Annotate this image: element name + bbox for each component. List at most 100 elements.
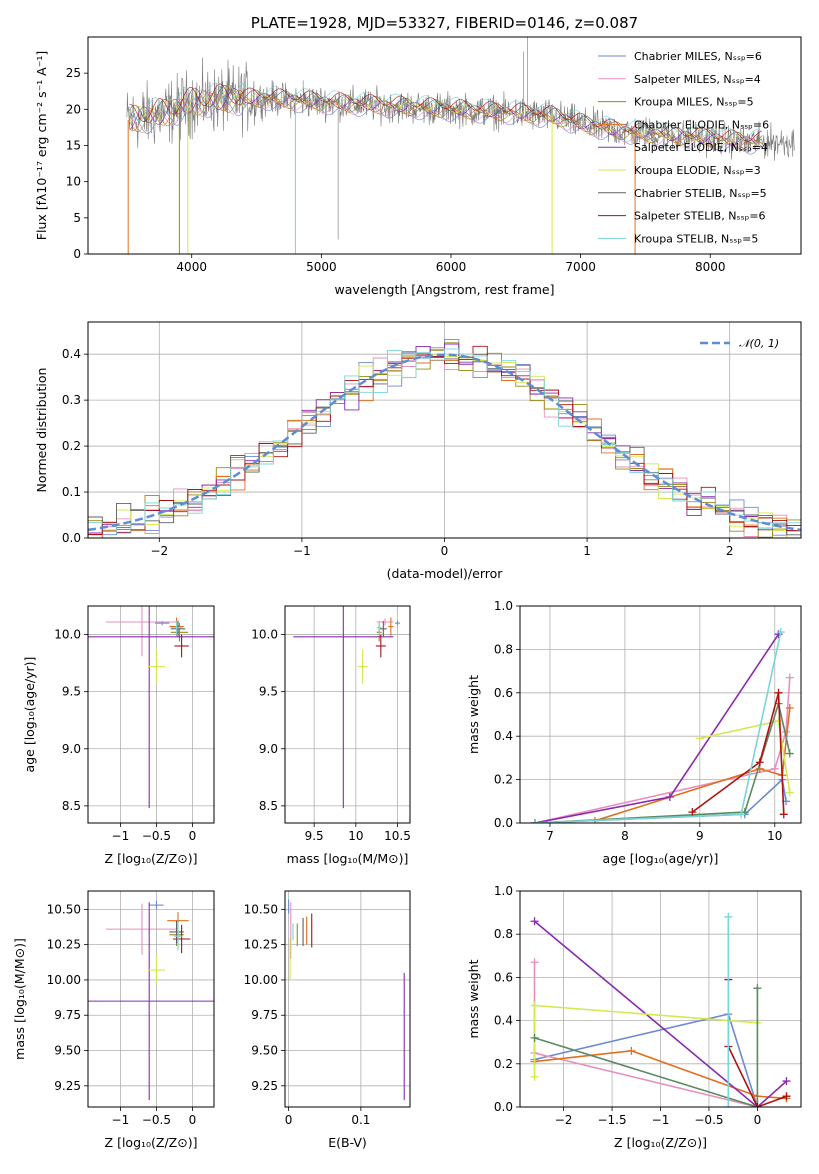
y-axis-label: mass weight: [466, 959, 481, 1038]
x-axis-label: (data-model)/error: [387, 566, 504, 581]
weight-point: [695, 734, 704, 743]
x-tick-label: −2: [150, 544, 168, 558]
legend-entry: Kroupa MILES, Nₛₛₚ=5: [634, 96, 754, 109]
weight-line: [534, 988, 759, 1107]
panel-3: 9.5 10 10.5 8.5 9.0 9.5 10.0 mass [log₁₀(M/M⊙)]: [251, 605, 411, 866]
weight-point: [774, 717, 783, 726]
y-axis-label: mass [log₁₀(M/M⊙)]: [12, 938, 27, 1060]
x-tick-label: 0: [285, 1113, 293, 1127]
panel-0: 4000 5000 6000 7000 8000 0 5 10 15 20 25 wavelength…: [34, 14, 802, 297]
y-tick-label: 10.0: [54, 628, 81, 642]
x-tick-label: 7: [546, 829, 554, 843]
panel-5: −1 −0.5 0 9.25 9.50 9.75 10.00 10.25 10.50 Z [log…: [12, 890, 215, 1150]
legend-entry: Kroupa ELODIE, Nₛₛₚ=3: [634, 164, 761, 177]
x-tick-label: 4000: [176, 260, 207, 274]
model-spectrum-line: [129, 82, 763, 140]
x-tick-label: −0.5: [694, 1113, 723, 1127]
y-tick-label: 9.50: [54, 1044, 81, 1058]
axes-frame: [87, 605, 215, 824]
y-tick-label: 0.6: [494, 686, 513, 700]
weight-line: [594, 707, 791, 822]
legend-entry: Salpeter ELODIE, Nₛₛₚ=4: [634, 141, 768, 154]
legend: 𝒩(0, 1): [700, 337, 779, 350]
model-spectrum-line: [129, 89, 763, 148]
axes-frame: [87, 36, 802, 255]
plot-area: [88, 900, 214, 1100]
x-tick-label: −1: [112, 1113, 130, 1127]
y-tick-label: 10.00: [47, 973, 81, 987]
axes-frame: [87, 321, 802, 539]
weight-line: [534, 631, 782, 823]
y-tick-label: 0.4: [62, 347, 81, 361]
weight-point: [627, 1046, 636, 1055]
legend: Chabrier MILES, Nₛₛₚ=6 Salpeter MILES, Nₛ…: [598, 50, 769, 245]
panel-6: 0 0.1 9.25 9.50 9.75 10.00 10.25 10.50 E(B-V): [244, 890, 411, 1150]
y-tick-label: 8.5: [259, 799, 278, 813]
x-tick-label: 0: [441, 544, 449, 558]
y-tick-label: 0.2: [62, 439, 81, 453]
normal-curve: [88, 353, 801, 532]
y-tick-label: 0.4: [494, 729, 513, 743]
y-tick-label: 0.0: [494, 816, 513, 830]
weight-line: [533, 962, 758, 1107]
y-tick-label: 9.50: [251, 1044, 278, 1058]
x-tick-label: −1: [112, 829, 130, 843]
y-tick-label: 10.00: [244, 973, 278, 987]
y-tick-label: 0.0: [62, 531, 81, 545]
weight-point: [774, 688, 783, 697]
x-axis-label: mass [log₁₀(M/M⊙)]: [287, 851, 409, 866]
x-tick-label: 0: [754, 1113, 762, 1127]
legend-entry: Chabrier ELODIE, Nₛₛₚ=6: [634, 118, 769, 131]
x-axis-label: wavelength [Angstrom, rest frame]: [334, 282, 554, 297]
x-tick-label: −0.5: [142, 1113, 171, 1127]
y-tick-label: 0.8: [494, 642, 513, 656]
axes-frame: [519, 605, 802, 824]
axes-frame: [519, 890, 802, 1108]
x-tick-label: 9: [696, 829, 704, 843]
weight-point: [530, 1001, 539, 1010]
y-tick-label: 9.0: [62, 742, 81, 756]
y-tick-label: 0.0: [494, 1100, 513, 1114]
x-tick-label: 0.1: [351, 1113, 370, 1127]
plot-area: [530, 912, 791, 1107]
y-tick-label: 0: [73, 247, 81, 261]
plot-area: [126, 37, 795, 254]
weight-point: [724, 1103, 733, 1107]
y-tick-label: 10: [66, 175, 81, 189]
x-tick-label: 10: [348, 829, 363, 843]
x-tick-label: 10.5: [384, 829, 411, 843]
x-tick-label: 10: [767, 829, 782, 843]
legend-entry: Chabrier MILES, Nₛₛₚ=6: [634, 50, 762, 63]
x-tick-label: 8: [621, 829, 629, 843]
weight-point: [724, 912, 733, 921]
y-tick-label: 0.2: [494, 1057, 513, 1071]
weight-point: [782, 1092, 791, 1101]
model-spectrum-line: [129, 83, 763, 142]
panel-2: −1 −0.5 0 8.5 9.0 9.5 10.0 Z [log₁₀(Z/Z⊙)] age […: [22, 605, 215, 866]
weight-point: [785, 703, 794, 712]
y-tick-label: 0.8: [494, 927, 513, 941]
y-tick-label: 9.75: [251, 1008, 278, 1022]
x-tick-label: −2: [555, 1113, 573, 1127]
axes-frame: [284, 605, 411, 824]
weight-point: [530, 1033, 539, 1042]
panel-4: 7 8 9 10 0.0 0.2 0.4 0.6 0.8 1.0 age [log₁₀(age/yr…: [466, 599, 802, 866]
y-tick-label: 9.0: [259, 742, 278, 756]
model-spectrum-line: [129, 94, 763, 153]
y-axis-label: Flux [fλ10⁻¹⁷ erg cm⁻² s⁻¹ A⁻¹]: [34, 51, 49, 240]
y-tick-label: 9.25: [54, 1079, 81, 1093]
y-tick-label: 10.0: [251, 628, 278, 642]
y-tick-label: 25: [66, 66, 81, 80]
plot-area: [288, 899, 405, 1100]
y-tick-label: 10.25: [47, 938, 81, 952]
x-tick-label: −1: [652, 1113, 670, 1127]
y-tick-label: 8.5: [62, 799, 81, 813]
plot-area: [293, 606, 400, 809]
weight-point: [755, 758, 764, 767]
weight-point: [665, 792, 674, 801]
y-tick-label: 15: [66, 139, 81, 153]
weight-point: [782, 1077, 791, 1086]
y-axis-label: Normed distribution: [34, 368, 49, 493]
x-axis-label: Z [log₁₀(Z/Z⊙)]: [105, 851, 198, 866]
